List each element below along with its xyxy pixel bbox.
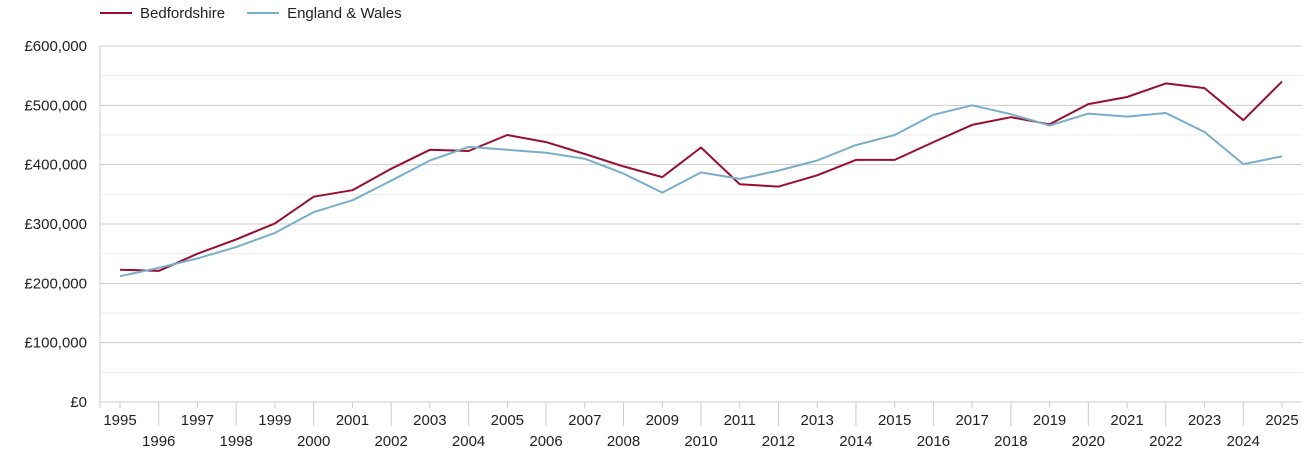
- x-tick-label: 2003: [413, 412, 446, 429]
- series-line-1: [119, 104, 1283, 278]
- x-tick-label: 2018: [994, 433, 1027, 450]
- x-tick-label: 1996: [142, 433, 175, 450]
- x-tick-label: 2000: [297, 433, 330, 450]
- y-tick-label: £600,000: [24, 38, 87, 55]
- legend-swatch-bedfordshire: [100, 12, 132, 14]
- y-tick-label: £200,000: [24, 275, 87, 292]
- series-line-0: [119, 80, 1283, 272]
- x-tick-label: 2025: [1265, 412, 1298, 429]
- x-tick-label: 2022: [1149, 433, 1182, 450]
- x-tick-label: 2011: [724, 412, 756, 429]
- y-tick-label: £100,000: [24, 335, 87, 352]
- chart-legend: Bedfordshire England & Wales: [100, 3, 402, 23]
- x-tick-label: 2020: [1072, 433, 1105, 450]
- y-tick-label: £500,000: [24, 97, 87, 114]
- x-tick-label: 2023: [1188, 412, 1221, 429]
- legend-swatch-england-wales: [247, 12, 280, 14]
- x-tick-label: 2008: [607, 433, 640, 450]
- x-tick-label: 2019: [1033, 412, 1066, 429]
- x-tick-label: 2015: [878, 412, 911, 429]
- x-tick-label: 2010: [684, 433, 717, 450]
- x-tick-label: 2007: [568, 412, 601, 429]
- x-tick-label: 2016: [917, 433, 950, 450]
- legend-label-england-wales: England & Wales: [287, 4, 402, 22]
- x-tick-label: 2012: [762, 433, 795, 450]
- x-tick-label: 2009: [646, 412, 679, 429]
- x-tick-label: 2014: [839, 433, 872, 450]
- x-tick-label: 2017: [955, 412, 988, 429]
- x-tick-label: 2004: [452, 433, 485, 450]
- x-tick-label: 2024: [1227, 433, 1260, 450]
- y-tick-label: £0: [70, 394, 87, 411]
- legend-item-england-wales[interactable]: England & Wales: [247, 5, 402, 22]
- x-tick-label: 2002: [374, 433, 407, 450]
- y-tick-label: £400,000: [24, 157, 87, 174]
- x-tick-label: 2005: [491, 412, 524, 429]
- legend-label-bedfordshire: Bedfordshire: [140, 4, 226, 22]
- x-tick-label: 1997: [181, 412, 214, 429]
- x-tick-label: 1998: [220, 433, 253, 450]
- x-tick-label: 1995: [103, 412, 136, 429]
- legend-item-bedfordshire[interactable]: Bedfordshire: [100, 5, 225, 22]
- x-tick-label: 1999: [258, 412, 291, 429]
- x-tick-label: 2013: [801, 412, 834, 429]
- x-tick-label: 2006: [529, 433, 562, 450]
- y-tick-label: £300,000: [24, 216, 87, 233]
- x-tick-label: 2021: [1110, 412, 1143, 429]
- x-tick-label: 2001: [336, 412, 369, 429]
